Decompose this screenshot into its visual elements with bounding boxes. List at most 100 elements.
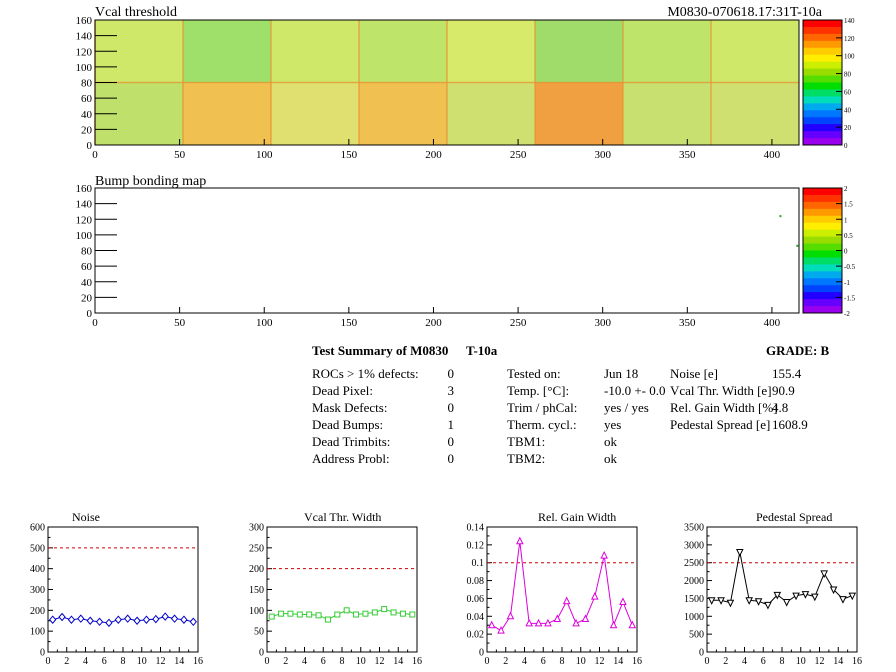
vcal-roc-block <box>183 20 272 83</box>
vcal-palette-band <box>803 75 842 83</box>
chart-point <box>170 614 179 623</box>
bump-xtick-label: 0 <box>92 317 98 329</box>
chart-title: Vcal Thr. Width <box>304 510 381 524</box>
chart-series-line <box>711 551 853 606</box>
vcal-palette-label: 20 <box>844 124 852 132</box>
chart-xtick-label: 16 <box>412 656 422 667</box>
chart-point <box>133 616 141 626</box>
chart-xtick-label: 8 <box>560 656 565 667</box>
chart-point <box>553 614 562 622</box>
bump-palette-label: 1 <box>844 216 848 224</box>
chart-ytick-label: 300 <box>30 585 45 596</box>
chart-ytick-label: 150 <box>249 585 264 596</box>
bump-palette-band <box>803 215 842 224</box>
chart-point <box>86 616 94 626</box>
bump-xtick-label: 200 <box>425 317 442 329</box>
chart-xtick-label: 8 <box>780 656 785 667</box>
chart-xtick-label: 4 <box>742 656 747 667</box>
chart-point <box>525 618 533 627</box>
bump-palette-band <box>803 306 842 314</box>
vcal-palette-band <box>803 61 842 70</box>
chart-xtick-label: 12 <box>595 656 605 667</box>
chart-title: Noise <box>72 510 100 524</box>
vcal-xtick-label: 400 <box>764 149 781 161</box>
chart-ytick-label: 100 <box>249 606 264 617</box>
grade-label: GRADE: B <box>766 343 830 358</box>
summary-defect-value: 1 <box>447 417 455 432</box>
summary-condition-label: Trim / phCal: <box>507 400 578 415</box>
summary-defect-value: 0 <box>447 451 455 466</box>
bump-ytick-label: 120 <box>76 214 93 226</box>
chart-xtick-label: 10 <box>356 656 366 667</box>
chart-xtick-label: 6 <box>321 656 326 667</box>
chart-ytick-label: 100 <box>30 627 45 638</box>
chart-point <box>754 598 763 606</box>
chart-ytick-label: 2000 <box>684 576 704 587</box>
chart-point <box>287 610 294 617</box>
vcal-xtick-label: 150 <box>341 149 358 161</box>
chart-point <box>49 615 57 624</box>
bump-ytick-label: 160 <box>76 183 93 195</box>
vcal-roc-block <box>711 82 800 145</box>
vcal-xtick-label: 250 <box>510 149 527 161</box>
chart-ytick-label: 0.04 <box>467 612 485 623</box>
summary-condition-label: Tested on: <box>507 366 561 381</box>
summary-condition-value: yes <box>604 417 622 432</box>
vcal-roc-block <box>535 82 624 145</box>
vcal-palette-label: 60 <box>844 88 852 96</box>
chart-title: Pedestal Spread <box>756 510 832 524</box>
chart-point <box>142 615 151 624</box>
vcal-palette-label: 40 <box>844 106 852 114</box>
chart-point <box>581 614 590 622</box>
bump-palette-band <box>803 201 842 210</box>
summary-width-label: Rel. Gain Width [%] <box>670 400 778 415</box>
vcal-threshold-map: 0 50 100 150 200 250 300 350 4000204060801001201… <box>76 15 856 161</box>
chart-point <box>334 611 341 618</box>
chart-point <box>371 609 378 616</box>
vcal-xtick-label: 0 <box>92 149 98 161</box>
chart-point <box>544 618 552 627</box>
chart-point <box>572 618 580 627</box>
chart-ytick-label: 0.1 <box>472 558 485 569</box>
bump-palette-band <box>803 285 842 293</box>
chart-point <box>324 616 331 623</box>
summary-width-label: Pedestal Spread [e] <box>670 417 771 432</box>
chart-xtick-label: 16 <box>852 656 862 667</box>
vcal-palette-band <box>803 40 842 49</box>
chart-ytick-label: 1000 <box>684 612 704 623</box>
vcal-palette-band <box>803 131 842 139</box>
chart-ytick-label: 0.08 <box>467 576 485 587</box>
summary-defect-label: Dead Bumps: <box>312 417 384 432</box>
chart-xtick-label: 14 <box>393 656 403 667</box>
summary-defect-label: Address Probl: <box>312 451 390 466</box>
bump-palette-label: 2 <box>844 185 848 193</box>
chart-point <box>534 618 543 627</box>
bump-map-title: Bump bonding map <box>95 174 207 189</box>
chart-xtick-label: 14 <box>613 656 623 667</box>
summary-condition-label: TBM2: <box>507 451 546 466</box>
chart-xtick-label: 0 <box>705 656 710 667</box>
chart-xtick-label: 10 <box>137 656 147 667</box>
chart-xtick-label: 16 <box>193 656 203 667</box>
chart-point <box>717 597 725 605</box>
chart-xtick-label: 12 <box>156 656 166 667</box>
chart-point <box>399 610 406 617</box>
summary-defect-value: 0 <box>447 400 455 415</box>
chart-xtick-label: 14 <box>833 656 843 667</box>
bump-ytick-label: 140 <box>76 199 93 211</box>
vcal-ytick-label: 20 <box>81 124 93 136</box>
chart-xtick-label: 12 <box>375 656 385 667</box>
vcal-palette-band <box>803 20 842 28</box>
chart-point <box>764 601 772 610</box>
bump-ytick-label: 20 <box>81 292 93 304</box>
chart-frame <box>486 526 638 653</box>
chart-point <box>801 591 810 599</box>
chart-point <box>362 610 369 617</box>
vcal-ytick-label: 60 <box>81 93 93 105</box>
chart-ytick-label: 400 <box>30 564 45 575</box>
bump-xtick-label: 300 <box>594 317 611 329</box>
chart-point <box>58 612 66 622</box>
chart-point <box>180 615 188 624</box>
chart-point <box>409 611 416 618</box>
chart-xtick-label: 2 <box>503 656 508 667</box>
